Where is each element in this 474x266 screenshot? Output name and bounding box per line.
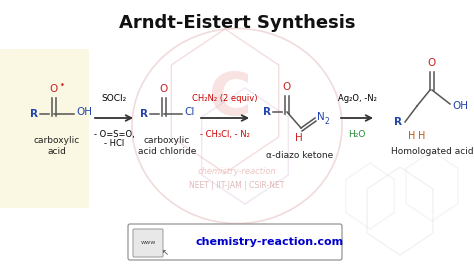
Text: OH: OH [452, 101, 468, 111]
Text: H: H [419, 131, 426, 141]
Text: R: R [140, 109, 148, 119]
FancyBboxPatch shape [133, 229, 163, 257]
Text: www: www [140, 240, 155, 246]
Text: Cl: Cl [184, 107, 194, 117]
Text: carboxylic
acid: carboxylic acid [34, 136, 80, 156]
Text: O: O [50, 84, 58, 94]
Text: α-diazo ketone: α-diazo ketone [266, 152, 334, 160]
Text: C: C [209, 69, 251, 127]
Text: Ag₂O, -N₂: Ag₂O, -N₂ [337, 94, 376, 103]
Text: Homologated acid: Homologated acid [391, 148, 474, 156]
Text: NEET | IIT-JAM | CSIR-NET: NEET | IIT-JAM | CSIR-NET [189, 181, 285, 190]
Text: SOCl₂: SOCl₂ [101, 94, 127, 103]
Text: O: O [160, 84, 168, 94]
Text: O: O [428, 58, 436, 68]
Text: R: R [263, 107, 271, 117]
Text: OH: OH [76, 107, 92, 117]
Text: Arndt-Eistert Synthesis: Arndt-Eistert Synthesis [119, 14, 355, 32]
Text: - CH₃Cl, - N₂: - CH₃Cl, - N₂ [200, 130, 250, 139]
Text: chemistry-reaction: chemistry-reaction [198, 167, 276, 176]
Text: 2: 2 [325, 118, 330, 127]
Text: H: H [408, 131, 416, 141]
Text: O: O [283, 82, 291, 92]
Text: - HCl: - HCl [104, 139, 124, 148]
Text: R: R [394, 117, 402, 127]
FancyBboxPatch shape [128, 224, 342, 260]
Text: carboxylic
acid chloride: carboxylic acid chloride [138, 136, 196, 156]
Text: H: H [295, 133, 303, 143]
Text: - O=S=O,: - O=S=O, [94, 130, 134, 139]
Text: H₂O: H₂O [348, 130, 365, 139]
Text: R: R [30, 109, 38, 119]
Text: CH₂N₂ (2 equiv): CH₂N₂ (2 equiv) [192, 94, 258, 103]
Text: ↖: ↖ [162, 248, 168, 257]
Text: chemistry-reaction.com: chemistry-reaction.com [196, 237, 344, 247]
FancyBboxPatch shape [0, 49, 89, 208]
Text: N: N [317, 112, 325, 122]
Text: •: • [60, 81, 64, 90]
